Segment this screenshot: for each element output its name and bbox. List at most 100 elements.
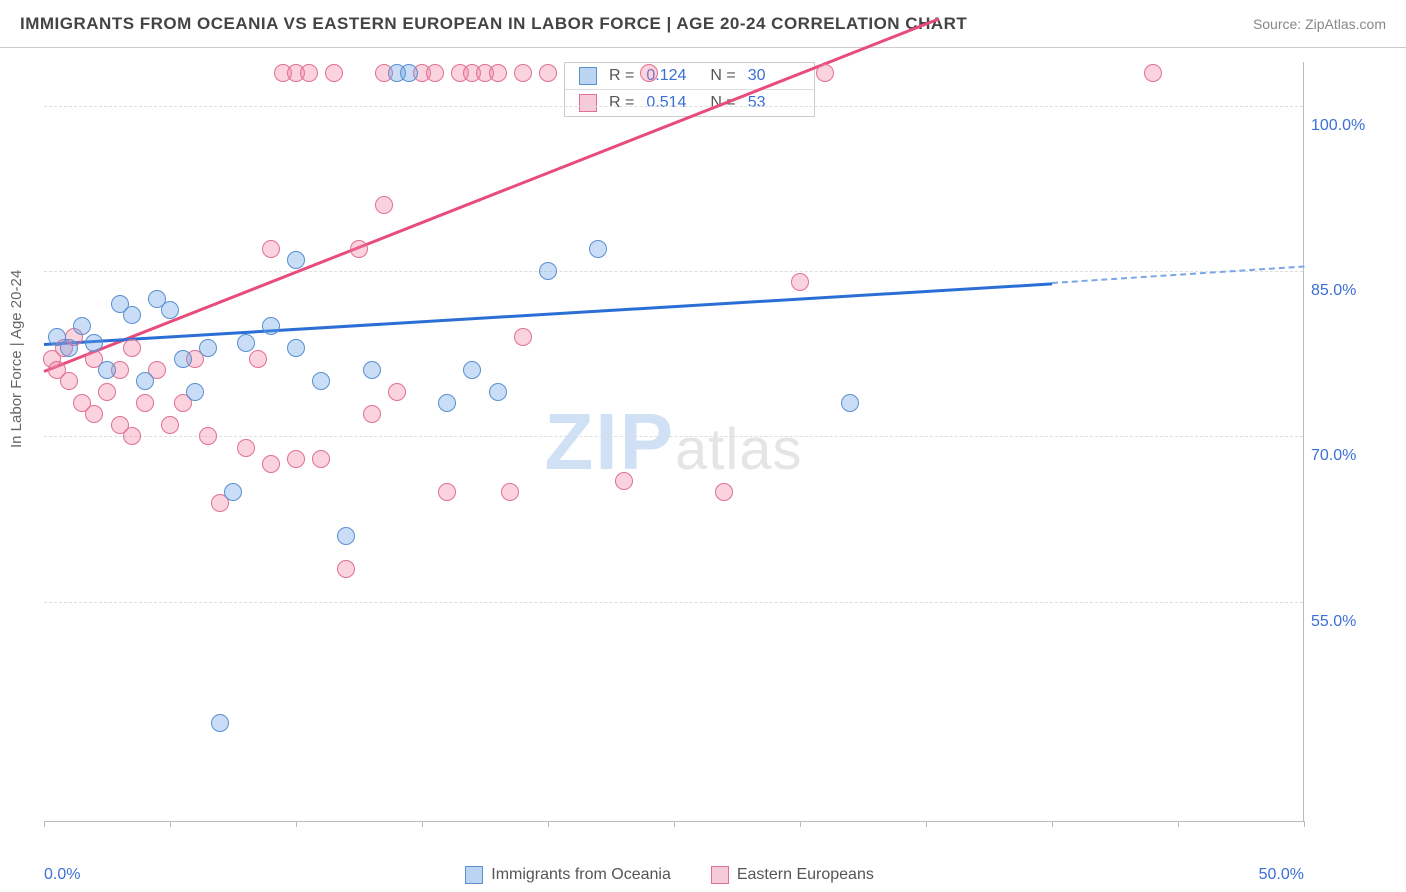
swatch-pink-icon [579, 94, 597, 112]
data-point-pink [640, 64, 658, 82]
data-point-pink [816, 64, 834, 82]
data-point-pink [123, 427, 141, 445]
data-point-pink [375, 196, 393, 214]
trendline-blue-dashed [1052, 266, 1304, 285]
scatter-plot: ZIPatlas R = 0.124 N = 30 R = 0.514 N = … [44, 62, 1304, 822]
data-point-pink [489, 64, 507, 82]
data-point-pink [199, 427, 217, 445]
data-point-blue [123, 306, 141, 324]
data-point-pink [98, 383, 116, 401]
data-point-pink [237, 439, 255, 457]
data-point-blue [539, 262, 557, 280]
data-point-pink [60, 372, 78, 390]
legend-item-oceania: Immigrants from Oceania [465, 866, 671, 884]
data-point-blue [73, 317, 91, 335]
source-name: ZipAtlas.com [1305, 16, 1386, 32]
x-tick [422, 821, 423, 827]
y-axis-title: In Labor Force | Age 20-24 [8, 270, 25, 448]
data-point-pink [715, 483, 733, 501]
data-point-blue [85, 334, 103, 352]
data-point-blue [60, 339, 78, 357]
data-point-pink [615, 472, 633, 490]
x-tick [170, 821, 171, 827]
data-point-pink [337, 560, 355, 578]
x-min-label: 0.0% [44, 866, 80, 884]
source-label: Source: ZipAtlas.com [1253, 16, 1386, 32]
data-point-pink [363, 405, 381, 423]
x-tick [548, 821, 549, 827]
data-point-pink [123, 339, 141, 357]
legend-label: Immigrants from Oceania [491, 866, 671, 884]
x-tick [296, 821, 297, 827]
legend-label: Eastern Europeans [737, 866, 874, 884]
gridline: 70.0% [44, 436, 1303, 437]
data-point-blue [237, 334, 255, 352]
watermark-rest: atlas [675, 417, 803, 482]
correlation-legend: R = 0.124 N = 30 R = 0.514 N = 53 [564, 62, 815, 117]
x-tick [926, 821, 927, 827]
y-tick-label: 70.0% [1311, 447, 1391, 465]
data-point-pink [539, 64, 557, 82]
x-axis-row: 0.0% Immigrants from Oceania Eastern Eur… [44, 866, 1304, 884]
legend-item-eastern-european: Eastern Europeans [711, 866, 874, 884]
data-point-blue [287, 339, 305, 357]
data-point-blue [211, 714, 229, 732]
data-point-pink [136, 394, 154, 412]
data-point-blue [489, 383, 507, 401]
n-value: 53 [748, 94, 800, 112]
y-tick-label: 55.0% [1311, 613, 1391, 631]
trendline-blue [44, 282, 1052, 346]
gridline: 55.0% [44, 602, 1303, 603]
legend-row-pink: R = 0.514 N = 53 [565, 90, 814, 116]
data-point-blue [186, 383, 204, 401]
data-point-pink [325, 64, 343, 82]
legend-row-blue: R = 0.124 N = 30 [565, 63, 814, 90]
data-point-pink [312, 450, 330, 468]
swatch-blue-icon [465, 866, 483, 884]
data-point-blue [463, 361, 481, 379]
data-point-pink [85, 405, 103, 423]
r-label: R = [609, 67, 634, 85]
header-bar: IMMIGRANTS FROM OCEANIA VS EASTERN EUROP… [0, 0, 1406, 48]
data-point-blue [363, 361, 381, 379]
data-point-pink [438, 483, 456, 501]
data-point-pink [388, 383, 406, 401]
data-point-pink [161, 416, 179, 434]
chart-title: IMMIGRANTS FROM OCEANIA VS EASTERN EUROP… [20, 14, 967, 34]
series-legend: Immigrants from Oceania Eastern European… [465, 866, 874, 884]
data-point-blue [136, 372, 154, 390]
x-tick [1178, 821, 1179, 827]
data-point-blue [337, 527, 355, 545]
data-point-pink [1144, 64, 1162, 82]
watermark-bold: ZIP [545, 397, 675, 486]
chart-area: In Labor Force | Age 20-24 ZIPatlas R = … [0, 48, 1406, 892]
x-tick [1052, 821, 1053, 827]
data-point-blue [174, 350, 192, 368]
swatch-blue-icon [579, 67, 597, 85]
n-label: N = [710, 67, 735, 85]
gridline: 100.0% [44, 106, 1303, 107]
data-point-blue [589, 240, 607, 258]
gridline: 85.0% [44, 271, 1303, 272]
x-tick [800, 821, 801, 827]
data-point-pink [249, 350, 267, 368]
data-point-blue [400, 64, 418, 82]
data-point-blue [438, 394, 456, 412]
data-point-blue [224, 483, 242, 501]
data-point-pink [262, 455, 280, 473]
data-point-blue [161, 301, 179, 319]
data-point-blue [262, 317, 280, 335]
y-tick-label: 85.0% [1311, 282, 1391, 300]
data-point-pink [514, 328, 532, 346]
data-point-pink [426, 64, 444, 82]
x-tick [1304, 821, 1305, 827]
r-value: 0.514 [646, 94, 698, 112]
data-point-pink [287, 450, 305, 468]
x-tick [674, 821, 675, 827]
data-point-pink [300, 64, 318, 82]
x-max-label: 50.0% [1259, 866, 1304, 884]
watermark: ZIPatlas [545, 396, 803, 488]
y-tick-label: 100.0% [1311, 117, 1391, 135]
data-point-pink [262, 240, 280, 258]
data-point-blue [312, 372, 330, 390]
